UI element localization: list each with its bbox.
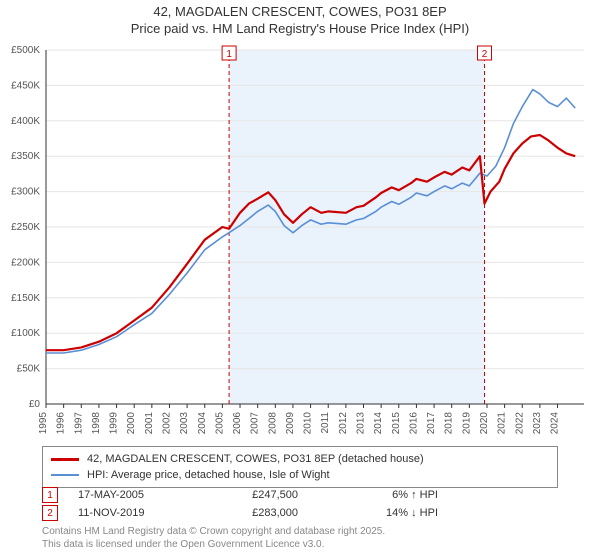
svg-text:2008: 2008 <box>267 412 278 435</box>
svg-text:2020: 2020 <box>479 412 490 435</box>
marker-badge-2: 2 <box>42 505 58 521</box>
svg-text:£350K: £350K <box>11 151 40 162</box>
svg-text:2012: 2012 <box>338 412 349 435</box>
svg-text:2021: 2021 <box>497 412 508 435</box>
footnote-line-2: This data is licensed under the Open Gov… <box>42 539 385 552</box>
legend-swatch-1 <box>51 458 79 461</box>
svg-text:£400K: £400K <box>11 116 40 127</box>
svg-text:2022: 2022 <box>514 412 525 435</box>
svg-text:2016: 2016 <box>408 412 419 435</box>
svg-text:2000: 2000 <box>126 412 137 435</box>
svg-text:2001: 2001 <box>144 412 155 435</box>
legend-label-2: HPI: Average price, detached house, Isle… <box>87 469 330 481</box>
svg-text:£300K: £300K <box>11 187 40 198</box>
marker-table: 1 17-MAY-2005 £247,500 6% ↑ HPI 2 11-NOV… <box>42 486 558 522</box>
marker-date-1: 17-MAY-2005 <box>78 489 178 501</box>
svg-text:2017: 2017 <box>426 412 437 435</box>
svg-text:2003: 2003 <box>179 412 190 435</box>
svg-text:2011: 2011 <box>320 412 331 434</box>
svg-text:1: 1 <box>226 49 232 60</box>
svg-text:1997: 1997 <box>73 412 84 435</box>
marker-row-2: 2 11-NOV-2019 £283,000 14% ↓ HPI <box>42 504 558 522</box>
svg-text:£50K: £50K <box>17 364 41 375</box>
svg-text:2024: 2024 <box>550 412 561 435</box>
svg-text:£250K: £250K <box>11 222 40 233</box>
chart-area: £0 £50K £100K £150K £200K £250K £300K £350K £400… <box>0 40 600 440</box>
legend-row-2: HPI: Average price, detached house, Isle… <box>51 467 549 483</box>
legend-label-1: 42, MAGDALEN CRESCENT, COWES, PO31 8EP (… <box>87 453 424 465</box>
chart-svg: £0 £50K £100K £150K £200K £250K £300K £350K £400… <box>0 40 600 440</box>
footnote: Contains HM Land Registry data © Crown c… <box>42 526 385 551</box>
svg-text:1996: 1996 <box>56 412 67 435</box>
svg-text:£500K: £500K <box>11 45 40 56</box>
legend: 42, MAGDALEN CRESCENT, COWES, PO31 8EP (… <box>42 446 558 488</box>
chart-container: 42, MAGDALEN CRESCENT, COWES, PO31 8EP P… <box>0 0 600 560</box>
title-line-1: 42, MAGDALEN CRESCENT, COWES, PO31 8EP <box>0 4 600 21</box>
svg-text:2004: 2004 <box>197 412 208 435</box>
svg-text:2009: 2009 <box>285 412 296 435</box>
svg-text:2015: 2015 <box>391 412 402 435</box>
legend-row-1: 42, MAGDALEN CRESCENT, COWES, PO31 8EP (… <box>51 451 549 467</box>
svg-text:2005: 2005 <box>214 412 225 435</box>
svg-text:£100K: £100K <box>11 328 40 339</box>
svg-text:1998: 1998 <box>91 412 102 435</box>
marker-price-2: £283,000 <box>198 507 298 519</box>
svg-text:2014: 2014 <box>373 412 384 435</box>
svg-text:2006: 2006 <box>232 412 243 435</box>
marker-row-1: 1 17-MAY-2005 £247,500 6% ↑ HPI <box>42 486 558 504</box>
marker-price-1: £247,500 <box>198 489 298 501</box>
marker-date-2: 11-NOV-2019 <box>78 507 178 519</box>
svg-text:£450K: £450K <box>11 80 40 91</box>
svg-text:£0: £0 <box>29 399 41 410</box>
svg-text:2018: 2018 <box>444 412 455 435</box>
marker-badge-1: 1 <box>42 487 58 503</box>
marker-delta-1: 6% ↑ HPI <box>318 489 438 501</box>
svg-text:2: 2 <box>482 49 488 60</box>
title-block: 42, MAGDALEN CRESCENT, COWES, PO31 8EP P… <box>0 0 600 38</box>
title-line-2: Price paid vs. HM Land Registry's House … <box>0 21 600 38</box>
svg-text:2002: 2002 <box>161 412 172 435</box>
legend-swatch-2 <box>51 474 79 476</box>
svg-text:1999: 1999 <box>109 412 120 435</box>
svg-text:2013: 2013 <box>356 412 367 435</box>
svg-text:2019: 2019 <box>461 412 472 435</box>
svg-text:1995: 1995 <box>38 412 49 435</box>
footnote-line-1: Contains HM Land Registry data © Crown c… <box>42 526 385 539</box>
marker-delta-2: 14% ↓ HPI <box>318 507 438 519</box>
svg-text:2007: 2007 <box>250 412 261 435</box>
svg-text:2023: 2023 <box>532 412 543 435</box>
svg-text:£200K: £200K <box>11 257 40 268</box>
svg-text:£150K: £150K <box>11 293 40 304</box>
svg-text:2010: 2010 <box>303 412 314 435</box>
